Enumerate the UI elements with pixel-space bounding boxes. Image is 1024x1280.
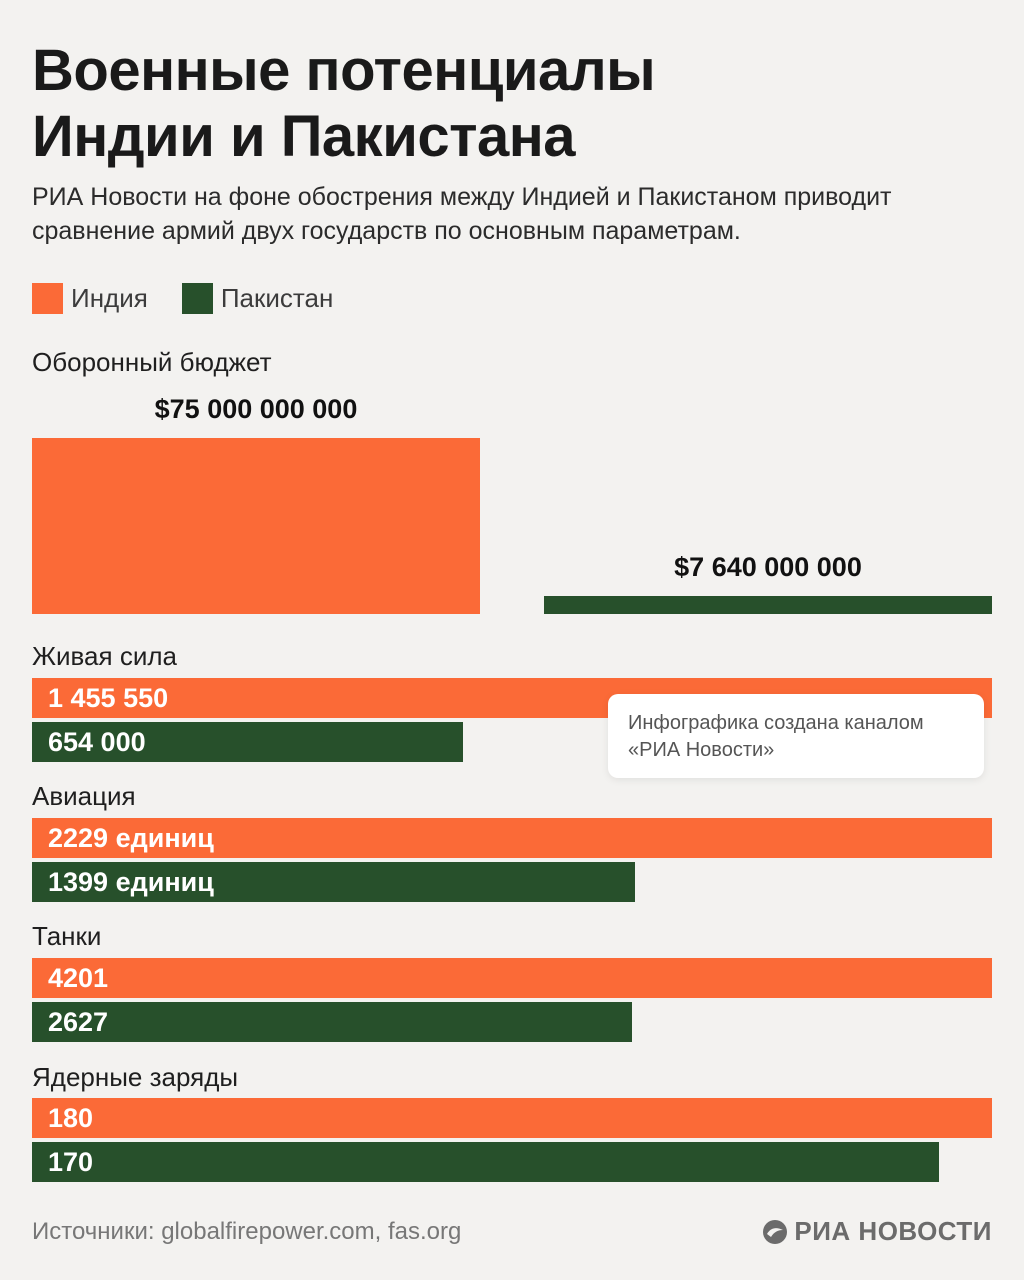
bar-value-pakistan-tanks: 2627: [48, 1006, 109, 1037]
channel-note-line-2: «РИА Новости»: [628, 739, 775, 761]
bar-india-tanks: 4201: [32, 958, 992, 998]
page-title: Военные потенциалы Индии и Пакистана: [32, 38, 992, 170]
legend-label-pakistan: Пакистан: [220, 282, 334, 313]
title-line-1: Военные потенциалы: [32, 38, 656, 103]
section-label-aviation: Авиация: [32, 781, 136, 811]
legend-swatch-india: [32, 282, 63, 314]
bar-pakistan-tanks: 2627: [32, 1002, 632, 1042]
ria-logo-text: РИА НОВОСТИ: [794, 1216, 992, 1246]
legend-item-india: Индия: [32, 282, 148, 314]
sources-text: Источники: globalfirepower.com, fas.org: [32, 1218, 462, 1245]
bar-value-pakistan-manpower: 654 000: [48, 726, 146, 757]
section-label-nuclear: Ядерные заряды: [32, 1062, 239, 1092]
bar-value-pakistan-aviation: 1399 единиц: [48, 866, 214, 897]
bar-pakistan-aviation: 1399 единиц: [32, 862, 635, 902]
bar-value-india-tanks: 4201: [48, 962, 109, 993]
budget-value-pakistan: $7 640 000 000: [674, 552, 862, 582]
legend-label-india: Индия: [71, 282, 148, 313]
title-line-2: Индии и Пакистана: [32, 104, 576, 169]
page-subtitle: РИА Новости на фоне обострения между Инд…: [32, 180, 1002, 248]
section-label-budget: Оборонный бюджет: [32, 347, 272, 377]
budget-bar-pakistan: [544, 596, 992, 614]
channel-note: Инфографика создана каналом «РИА Новости…: [608, 694, 984, 778]
bar-value-india-manpower: 1 455 550: [48, 682, 169, 713]
subtitle-line-1: РИА Новости на фоне обострения между Инд…: [32, 183, 892, 211]
bar-value-pakistan-nuclear: 170: [48, 1146, 94, 1177]
bar-value-india-aviation: 2229 единиц: [48, 822, 214, 853]
legend-swatch-pakistan: [181, 282, 213, 314]
bar-pakistan-manpower: 654 000: [32, 722, 463, 762]
channel-note-line-1: Инфографика создана каналом: [628, 712, 924, 734]
section-label-tanks: Танки: [32, 921, 102, 951]
bar-india-aviation: 2229 единиц: [32, 818, 992, 858]
bar-pakistan-nuclear: 170: [32, 1142, 939, 1182]
budget-bar-india: [32, 438, 480, 614]
ria-logo-icon: [763, 1219, 788, 1244]
ria-logo: РИА НОВОСТИ: [762, 1216, 992, 1247]
subtitle-line-2: сравнение армий двух государств по основ…: [32, 217, 741, 245]
legend-item-pakistan: Пакистан: [181, 282, 334, 314]
budget-value-india: $75 000 000 000: [154, 394, 358, 424]
section-label-manpower: Живая сила: [32, 641, 177, 671]
bar-value-india-nuclear: 180: [48, 1102, 94, 1133]
legend: Индия Пакистан: [32, 282, 367, 314]
bar-india-nuclear: 180: [32, 1098, 992, 1138]
